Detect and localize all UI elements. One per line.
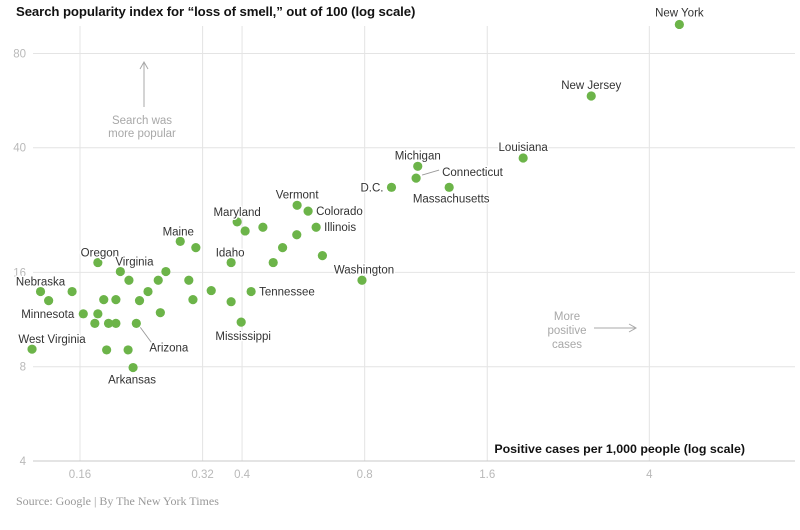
x-axis-title: Positive cases per 1,000 people (log sca… xyxy=(494,442,745,456)
label-callout-line xyxy=(421,169,440,176)
y-tick-label: 4 xyxy=(20,456,27,468)
data-point-arizona xyxy=(131,318,141,328)
data-point xyxy=(103,318,114,328)
x-tick-label: 0.32 xyxy=(191,469,213,481)
data-point-minnesota xyxy=(78,309,88,319)
data-point-label: Maine xyxy=(163,226,194,238)
data-point-oregon xyxy=(93,257,103,268)
data-point-mississippi xyxy=(236,317,246,327)
data-point xyxy=(143,286,153,297)
x-tick-label: 0.16 xyxy=(69,469,91,481)
data-point-label: Virginia xyxy=(115,257,154,269)
data-point-label: Michigan xyxy=(395,150,441,162)
annotation-text-more-positive-cases: positive xyxy=(548,325,587,337)
data-point-label: Tennessee xyxy=(259,287,315,299)
data-point-label: Idaho xyxy=(216,248,245,260)
y-tick-label: 80 xyxy=(13,48,26,60)
data-point xyxy=(184,275,194,285)
data-point-d-c- xyxy=(386,182,397,192)
annotation-text-search-more-popular: Search was xyxy=(112,115,172,127)
data-point-label: Arizona xyxy=(149,342,189,354)
data-point-label: Vermont xyxy=(276,189,320,201)
data-point-michigan xyxy=(413,161,423,171)
x-tick-label: 0.4 xyxy=(234,469,251,481)
data-point xyxy=(277,242,288,253)
data-point-label: Oregon xyxy=(81,248,119,260)
data-point xyxy=(102,345,112,355)
y-tick-label: 16 xyxy=(13,267,26,279)
data-point xyxy=(67,286,77,297)
data-point xyxy=(188,295,198,305)
data-point xyxy=(90,318,100,328)
data-point-label: Nebraska xyxy=(16,277,66,289)
data-point xyxy=(111,295,121,305)
chart-title: Search popularity index for “loss of sme… xyxy=(16,4,416,19)
annotation-text-more-positive-cases: More xyxy=(554,311,580,323)
data-point xyxy=(44,296,54,306)
data-point-label: Minnesota xyxy=(21,309,75,321)
data-point xyxy=(258,222,268,232)
data-point xyxy=(161,266,171,277)
data-point-new-jersey xyxy=(586,91,596,101)
y-tick-label: 40 xyxy=(13,143,26,155)
x-tick-label: 4 xyxy=(646,469,653,481)
data-point-virginia xyxy=(115,266,125,277)
data-point xyxy=(292,230,302,240)
data-point-washington xyxy=(357,275,367,285)
data-point-label: Colorado xyxy=(316,206,363,218)
data-point-louisiana xyxy=(518,153,528,163)
data-point xyxy=(191,242,201,253)
data-point xyxy=(268,257,278,268)
x-tick-label: 0.8 xyxy=(357,469,373,481)
data-point-west-virginia xyxy=(27,344,37,354)
x-tick-label: 1.6 xyxy=(479,469,495,481)
data-point xyxy=(226,297,236,307)
data-point-idaho xyxy=(226,257,236,268)
data-point-label: West Virginia xyxy=(18,334,86,346)
data-point xyxy=(153,275,163,285)
data-point xyxy=(317,251,328,261)
data-point xyxy=(123,345,133,355)
source-attribution: Source: Google | By The New York Times xyxy=(16,494,219,508)
data-point-maine xyxy=(175,236,185,246)
data-point xyxy=(93,309,103,319)
data-point-new-york xyxy=(674,19,684,30)
data-point-label: Washington xyxy=(334,264,394,276)
data-point-label: Connecticut xyxy=(442,167,504,179)
arrow-right-icon xyxy=(628,323,638,333)
data-point-colorado xyxy=(303,206,313,216)
annotation-text-more-positive-cases: cases xyxy=(552,339,582,351)
data-point-maryland xyxy=(232,217,242,227)
annotation-text-search-more-popular: more popular xyxy=(108,128,176,140)
data-point xyxy=(111,318,121,328)
data-point-label: Illinois xyxy=(324,222,356,234)
data-point-vermont xyxy=(292,200,302,210)
data-point-massachusetts xyxy=(444,182,454,192)
data-point-label: Arkansas xyxy=(108,375,156,387)
data-point-label: New Jersey xyxy=(561,80,621,92)
data-point-label: D.C. xyxy=(360,182,383,194)
data-point-label: Massachusetts xyxy=(413,193,490,205)
data-point-tennessee xyxy=(246,286,256,297)
label-callout-line xyxy=(139,327,152,343)
data-point xyxy=(99,295,109,305)
data-point-connecticut xyxy=(411,173,421,183)
data-point-label: Maryland xyxy=(213,207,260,219)
data-point xyxy=(240,226,250,236)
data-point-label: Louisiana xyxy=(499,142,549,154)
y-tick-label: 8 xyxy=(20,362,26,374)
data-point-label: Mississippi xyxy=(215,331,271,343)
data-point-label: New York xyxy=(655,7,704,19)
data-point-illinois xyxy=(311,222,321,232)
data-point-nebraska xyxy=(35,286,46,297)
data-point xyxy=(134,296,145,306)
data-point xyxy=(155,308,165,318)
arrow-up-icon xyxy=(139,60,149,70)
data-point xyxy=(206,285,216,296)
data-point-arkansas xyxy=(128,362,138,373)
data-point xyxy=(124,275,134,285)
